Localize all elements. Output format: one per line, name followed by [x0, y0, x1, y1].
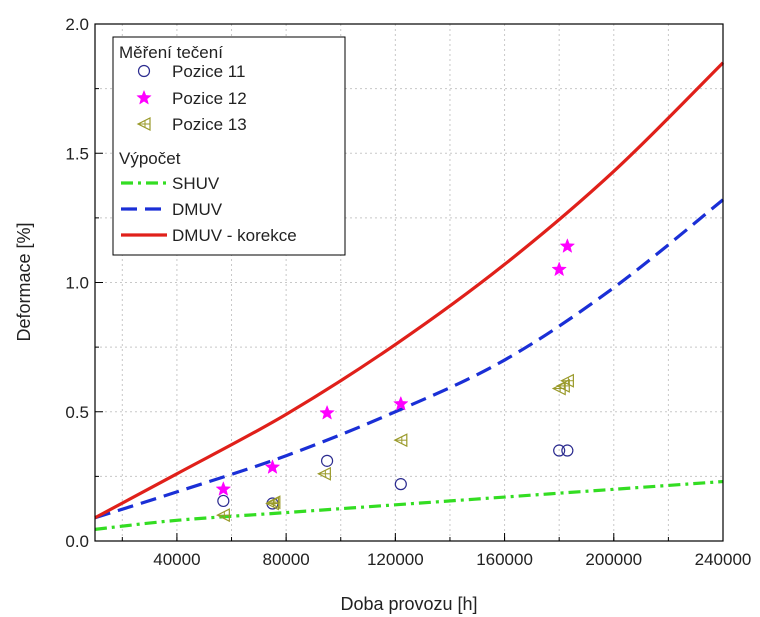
legend-group-measured: Měření tečení	[119, 43, 223, 62]
legend-swatch-pozice-11	[137, 64, 151, 78]
legend-group-calculated: Výpočet	[119, 149, 181, 168]
point-pozice-13	[555, 378, 570, 393]
point-pozice-11	[394, 478, 407, 491]
legend-label-pozice-11: Pozice 11	[172, 62, 245, 81]
point-pozice-12	[393, 395, 409, 411]
x-tick-label: 120000	[367, 550, 424, 569]
point-pozice-11	[320, 454, 334, 467]
point-pozice-11	[553, 444, 566, 457]
legend-entries: Pozice 11 Pozice 12 Pozice 13 SHUV DMUV DMUV …	[121, 62, 297, 245]
point-pozice-13	[215, 508, 230, 523]
tick-labels: 40000 80000 120000 160000 200000 240000 0.0 0.5…	[65, 15, 751, 569]
y-tick-label: 1.0	[65, 274, 89, 293]
point-pozice-12	[264, 459, 281, 474]
series-lines	[94, 61, 725, 531]
legend-label-pozice-13: Pozice 13	[172, 115, 247, 134]
y-axis-title: Deformace [%]	[14, 222, 34, 341]
legend-swatch-pozice-13	[136, 117, 151, 131]
point-pozice-13	[393, 433, 408, 448]
x-tick-label: 160000	[476, 550, 533, 569]
series-points	[215, 238, 576, 523]
point-pozice-11	[561, 444, 574, 457]
axis-ticks	[95, 23, 724, 542]
legend: Měření tečení Výpočet Pozice 11 Pozice 12…	[112, 36, 346, 256]
y-tick-label: 0.5	[65, 403, 89, 422]
series-line-dmuv-korekce	[94, 61, 725, 520]
y-tick-label: 2.0	[65, 15, 89, 34]
legend-label-dmuv-korekce: DMUV - korekce	[172, 226, 297, 245]
x-tick-label: 240000	[695, 550, 752, 569]
x-tick-label: 40000	[153, 550, 200, 569]
y-tick-label: 1.5	[65, 144, 89, 163]
x-axis-title: Doba provozu [h]	[340, 594, 477, 614]
point-pozice-12	[559, 238, 576, 253]
point-pozice-13	[266, 495, 281, 510]
legend-label-shuv: SHUV	[172, 174, 220, 193]
series-line-shuv	[94, 479, 724, 531]
point-pozice-12	[215, 481, 232, 496]
x-tick-label: 200000	[585, 550, 642, 569]
legend-box	[112, 36, 346, 256]
legend-label-pozice-12: Pozice 12	[172, 89, 247, 108]
legend-swatch-pozice-12	[136, 89, 152, 105]
point-pozice-11	[217, 494, 230, 508]
point-pozice-13	[317, 466, 331, 481]
y-tick-label: 0.0	[65, 532, 89, 551]
point-pozice-12	[551, 261, 567, 277]
point-pozice-12	[319, 404, 335, 420]
legend-label-dmuv: DMUV	[172, 200, 223, 219]
point-pozice-13	[560, 373, 574, 388]
x-tick-label: 80000	[262, 550, 309, 569]
